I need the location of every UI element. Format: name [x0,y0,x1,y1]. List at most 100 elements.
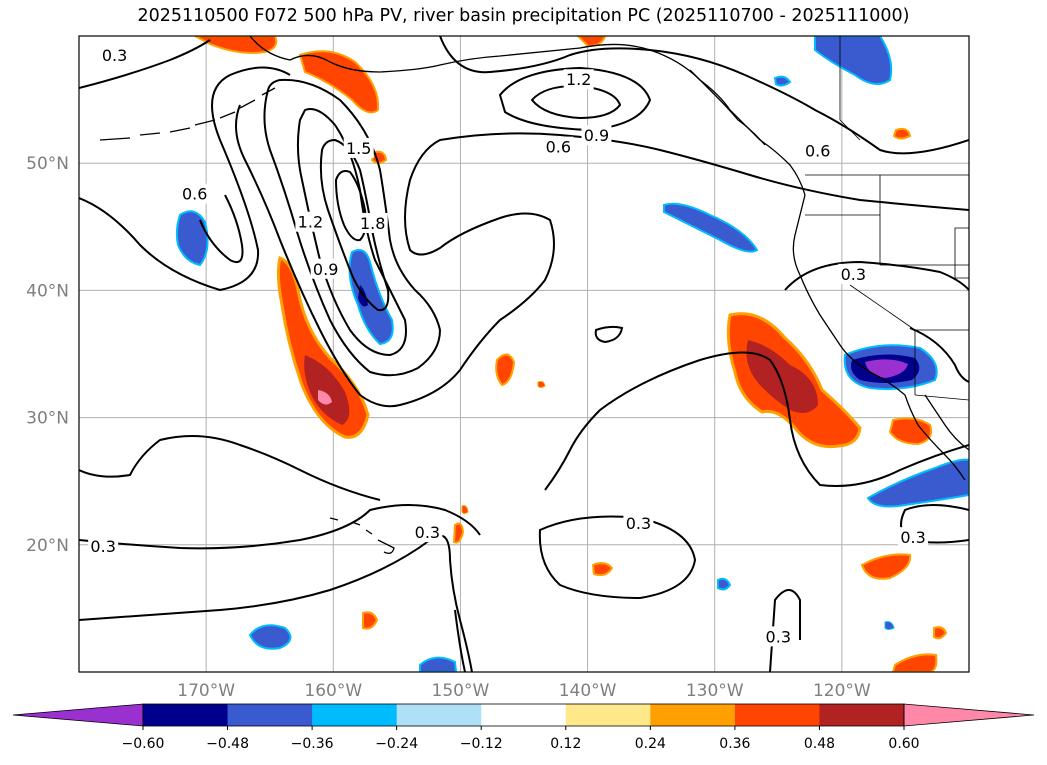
contour-label: 0.3 [99,45,130,66]
contour-label: 0.9 [310,258,341,279]
precip-blob-alaska-1 [194,36,278,54]
precip-blob-mexico-blue [866,458,969,508]
contour-0.3-ca [784,260,969,383]
colorbar-tick-label: −0.48 [206,736,249,752]
longitude-label: 140°W [559,681,617,701]
svg-text:0.3: 0.3 [90,537,115,556]
contour-0.3-mex [900,504,969,544]
precip-blob-red-band [276,256,370,439]
precip-blob-small-blue-1 [773,75,792,87]
contour-label: 0.9 [581,125,612,146]
colorbar-tick-label: −0.60 [122,736,165,752]
longitude-label: 130°W [686,681,744,701]
precip-blob-south-blue-4 [884,621,895,630]
contour-0.6-main [235,104,969,408]
contour-label: 0.3 [763,626,794,647]
contour-label: 1.2 [295,211,326,232]
svg-text:0.3: 0.3 [900,528,925,547]
contour-0.3-south-loop [538,515,697,600]
contour-0.3-lower-right [769,589,801,672]
precip-blob-red-band-peak [318,390,332,405]
colorbar-extend-high [903,703,1035,727]
colorbar-segment [481,704,567,726]
colorbar-segment [143,704,229,726]
precip-blob-south-red-2 [461,505,469,514]
colorbar [12,703,1035,727]
latitude-label: 20°N [26,536,69,556]
precip-blob-alaska-2 [298,50,380,114]
contour-label: 1.5 [343,137,374,158]
colorbar-segment [227,704,313,726]
contour-label: 0.6 [543,136,574,157]
coastlines [99,36,969,554]
svg-text:0.9: 0.9 [584,126,609,145]
precip-blob-south-blue-1 [248,624,292,650]
svg-text:0.3: 0.3 [102,46,127,65]
pv-contours [79,36,969,672]
precip-blob-south-red-4 [362,611,379,630]
precip-blob-south-red-5 [860,553,912,580]
latitude-label: 40°N [26,281,69,301]
svg-text:1.2: 1.2 [298,213,323,232]
colorbar-segment [396,704,482,726]
contour-1.2-ridge [530,84,622,120]
svg-text:0.3: 0.3 [415,523,440,542]
precip-blob-nw-blue [814,36,893,85]
svg-text:0.6: 0.6 [805,141,830,160]
colorbar-segment [734,704,820,726]
contour-label: 0.3 [88,536,119,557]
precip-blob-trough-blue [348,249,394,346]
colorbar-tick-label: −0.24 [375,736,418,752]
contour-0.3-west [79,66,291,292]
precip-blob-south-blue-3 [717,577,732,591]
precip-blob-red-band-core [304,355,350,425]
longitude-label: 120°W [813,681,871,701]
precip-blob-midpac-blue [663,202,759,253]
contour-label: 1.8 [357,212,388,233]
precip-blob-small-red-2 [537,381,546,388]
map-title: 2025110500 F072 500 hPa PV, river basin … [137,6,910,26]
precip-blob-south-red-1 [452,522,465,544]
precip-blob-small-red-1 [495,353,516,387]
precip-blob-socal-purple [865,359,908,378]
plot-frame [78,35,970,673]
longitude-label: 150°W [432,681,490,701]
contour-label: 0.3 [898,527,929,548]
colorbar-tick-label: 0.24 [635,736,666,752]
latitude-labels: 50°N 40°N 30°N 20°N [26,154,69,556]
longitude-labels: 170°W 160°W 150°W 140°W 130°W 120°W [177,681,871,701]
colorbar-segment [312,704,398,726]
contour-0.3-pocket [594,325,624,344]
colorbar-tick-label: 0.36 [719,736,750,752]
svg-text:0.6: 0.6 [182,185,207,204]
longitude-label: 170°W [177,681,235,701]
colorbar-tick-label: 0.48 [804,736,835,752]
contour-label: 0.3 [412,522,443,543]
latitude-label: 30°N [26,409,69,429]
precip-blob-south-red-6 [933,626,948,640]
colorbar-tick-label: −0.36 [291,736,334,752]
precip-blob-south-blue-2 [419,656,458,672]
svg-text:0.6: 0.6 [546,138,571,157]
latitude-label: 50°N [26,154,69,174]
contour-0.3-southwest [79,534,473,672]
precip-blob-west-blue [175,210,209,267]
svg-text:0.3: 0.3 [626,514,651,533]
contour-label: 0.6 [179,183,210,204]
contour-labels: 0.3 1.2 0.9 0.6 0.6 1.5 0.6 1.8 1.2 0.9 0.3 0.3 0.3 0… [88,45,929,647]
svg-text:0.9: 0.9 [313,260,338,279]
contour-0.9-ridge [498,66,652,132]
colorbar-segment [650,704,736,726]
svg-text:0.3: 0.3 [766,627,791,646]
precipitation-shading [175,36,969,672]
precip-blob-small-b [892,127,912,140]
colorbar-extend-low [12,703,144,727]
plot-background [79,36,969,672]
colorbar-tick-label: 0.60 [888,736,919,752]
svg-text:1.2: 1.2 [566,70,591,89]
contour-label: 0.6 [802,140,833,161]
contour-0.3-north [79,36,969,155]
contour-0.3-westloop [79,435,381,501]
colorbar-tick-label: −0.12 [460,736,503,752]
